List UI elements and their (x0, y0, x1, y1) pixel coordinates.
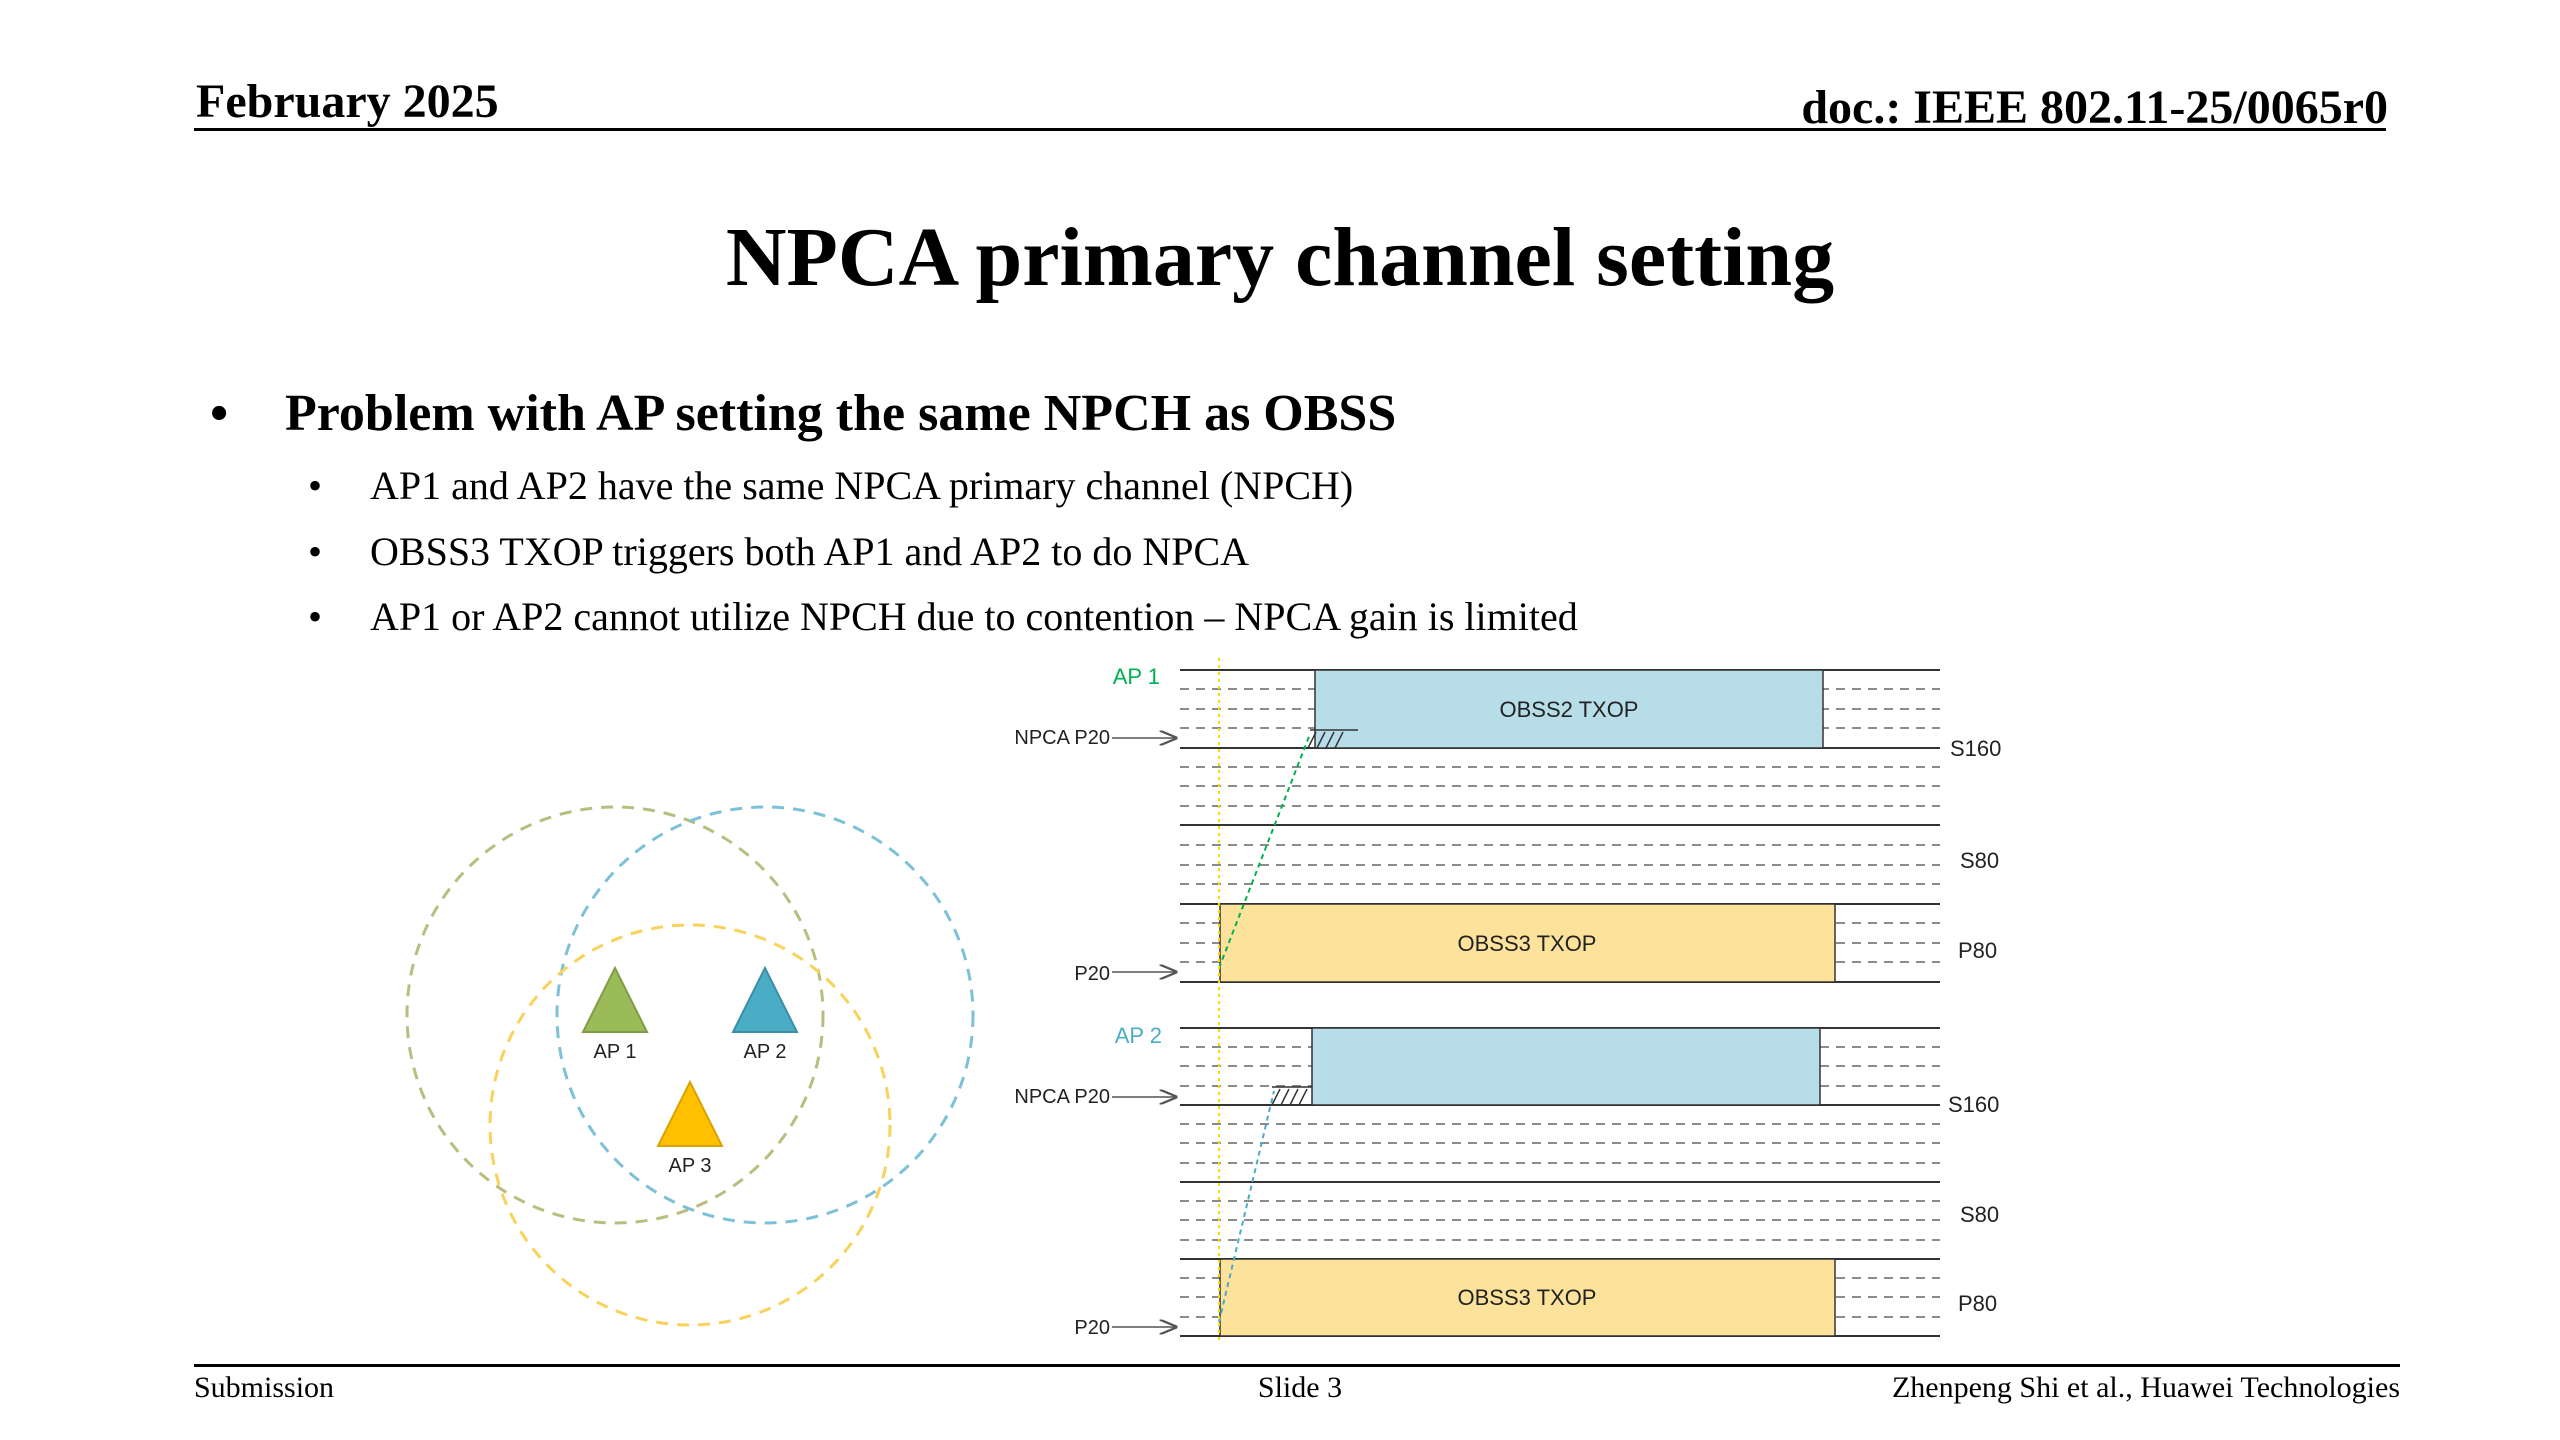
footer-submission: Submission (194, 1371, 335, 1404)
footer-rule (194, 1364, 2400, 1367)
ap1-obss2-txop-label: OBSS2 TXOP (1500, 697, 1639, 722)
bullet-marker: • (210, 385, 229, 442)
ap2-p80-label: P80 (1958, 1291, 1997, 1316)
bullet-marker: • (308, 463, 323, 508)
ap2-timeline-label: AP 2 (1115, 1023, 1162, 1048)
ap2-timeline: OBSS3 TXOP AP 2 NPCA P20 P20 S160 S80 P8… (1014, 1023, 1999, 1339)
ap2-contention-hatch (1271, 1086, 1312, 1106)
ap1-s80-label: S80 (1960, 848, 1999, 873)
ap3-triangle-icon (656, 1079, 724, 1147)
ap1-npca-p20-label: NPCA P20 (1014, 727, 1110, 749)
ap2-triangle-icon (731, 965, 799, 1033)
ap-topology-diagram: AP 1 AP 2 AP 3 (405, 805, 975, 1327)
ap3-coverage-circle (488, 923, 892, 1327)
ap2-s80-label: S80 (1960, 1202, 1999, 1227)
header-doc-number: doc.: IEEE 802.11-25/0065r0 (1801, 81, 2388, 134)
sub-bullet-text: AP1 or AP2 cannot utilize NPCH due to co… (370, 594, 1578, 639)
npca-timing-diagram: OBSS2 TXOP OBSS3 TXOP AP 1 NPCA P20 P20 … (1014, 658, 2001, 1340)
bullet-marker: • (308, 594, 323, 639)
ap1-contention-hatch (1307, 729, 1358, 749)
ap2-switch-line (1218, 1090, 1275, 1323)
ap2-coverage-circle (555, 805, 975, 1225)
ap1-s160-label: S160 (1950, 736, 2001, 761)
ap2-s160-label: S160 (1948, 1092, 1999, 1117)
ap1-p80-label: P80 (1958, 938, 1997, 963)
header-rule (194, 128, 2386, 131)
ap2-p20-label: P20 (1074, 1317, 1110, 1339)
footer-slide-number: Slide 3 (1257, 1371, 1343, 1404)
ap2-obss3-txop-box (1219, 1258, 1836, 1337)
ap1-obss2-txop-box (1314, 669, 1824, 749)
ap1-obss3-txop-label: OBSS3 TXOP (1458, 931, 1597, 956)
ap2-obss3-txop-label: OBSS3 TXOP (1458, 1285, 1597, 1310)
header-date: February 2025 (196, 75, 499, 128)
ap1-switch-line (1218, 733, 1311, 969)
sub-bullet-text: OBSS3 TXOP triggers both AP1 and AP2 to … (370, 529, 1250, 574)
ap1-label: AP 1 (594, 1041, 637, 1063)
ap2-obss2-txop-box (1311, 1027, 1821, 1106)
slide-title: NPCA primary channel setting (725, 211, 1835, 304)
sub-bullet-text: AP1 and AP2 have the same NPCA primary c… (370, 463, 1354, 508)
ap2-npca-p20-label: NPCA P20 (1014, 1086, 1110, 1108)
ap1-coverage-circle (405, 805, 825, 1225)
ap2-label: AP 2 (744, 1041, 787, 1063)
ap1-triangle-icon (581, 965, 649, 1033)
ap1-obss3-txop-box (1219, 903, 1836, 983)
bullet-marker: • (308, 529, 323, 574)
ap1-timeline-label: AP 1 (1113, 664, 1160, 689)
main-bullet-text: Problem with AP setting the same NPCH as… (285, 385, 1397, 442)
footer-author: Zhenpeng Shi et al., Huawei Technologies (1891, 1371, 2400, 1404)
ap1-timeline: OBSS2 TXOP OBSS3 TXOP AP 1 NPCA P20 P20 … (1014, 664, 2001, 985)
ap3-label: AP 3 (669, 1155, 712, 1177)
ap1-p20-label: P20 (1074, 963, 1110, 985)
